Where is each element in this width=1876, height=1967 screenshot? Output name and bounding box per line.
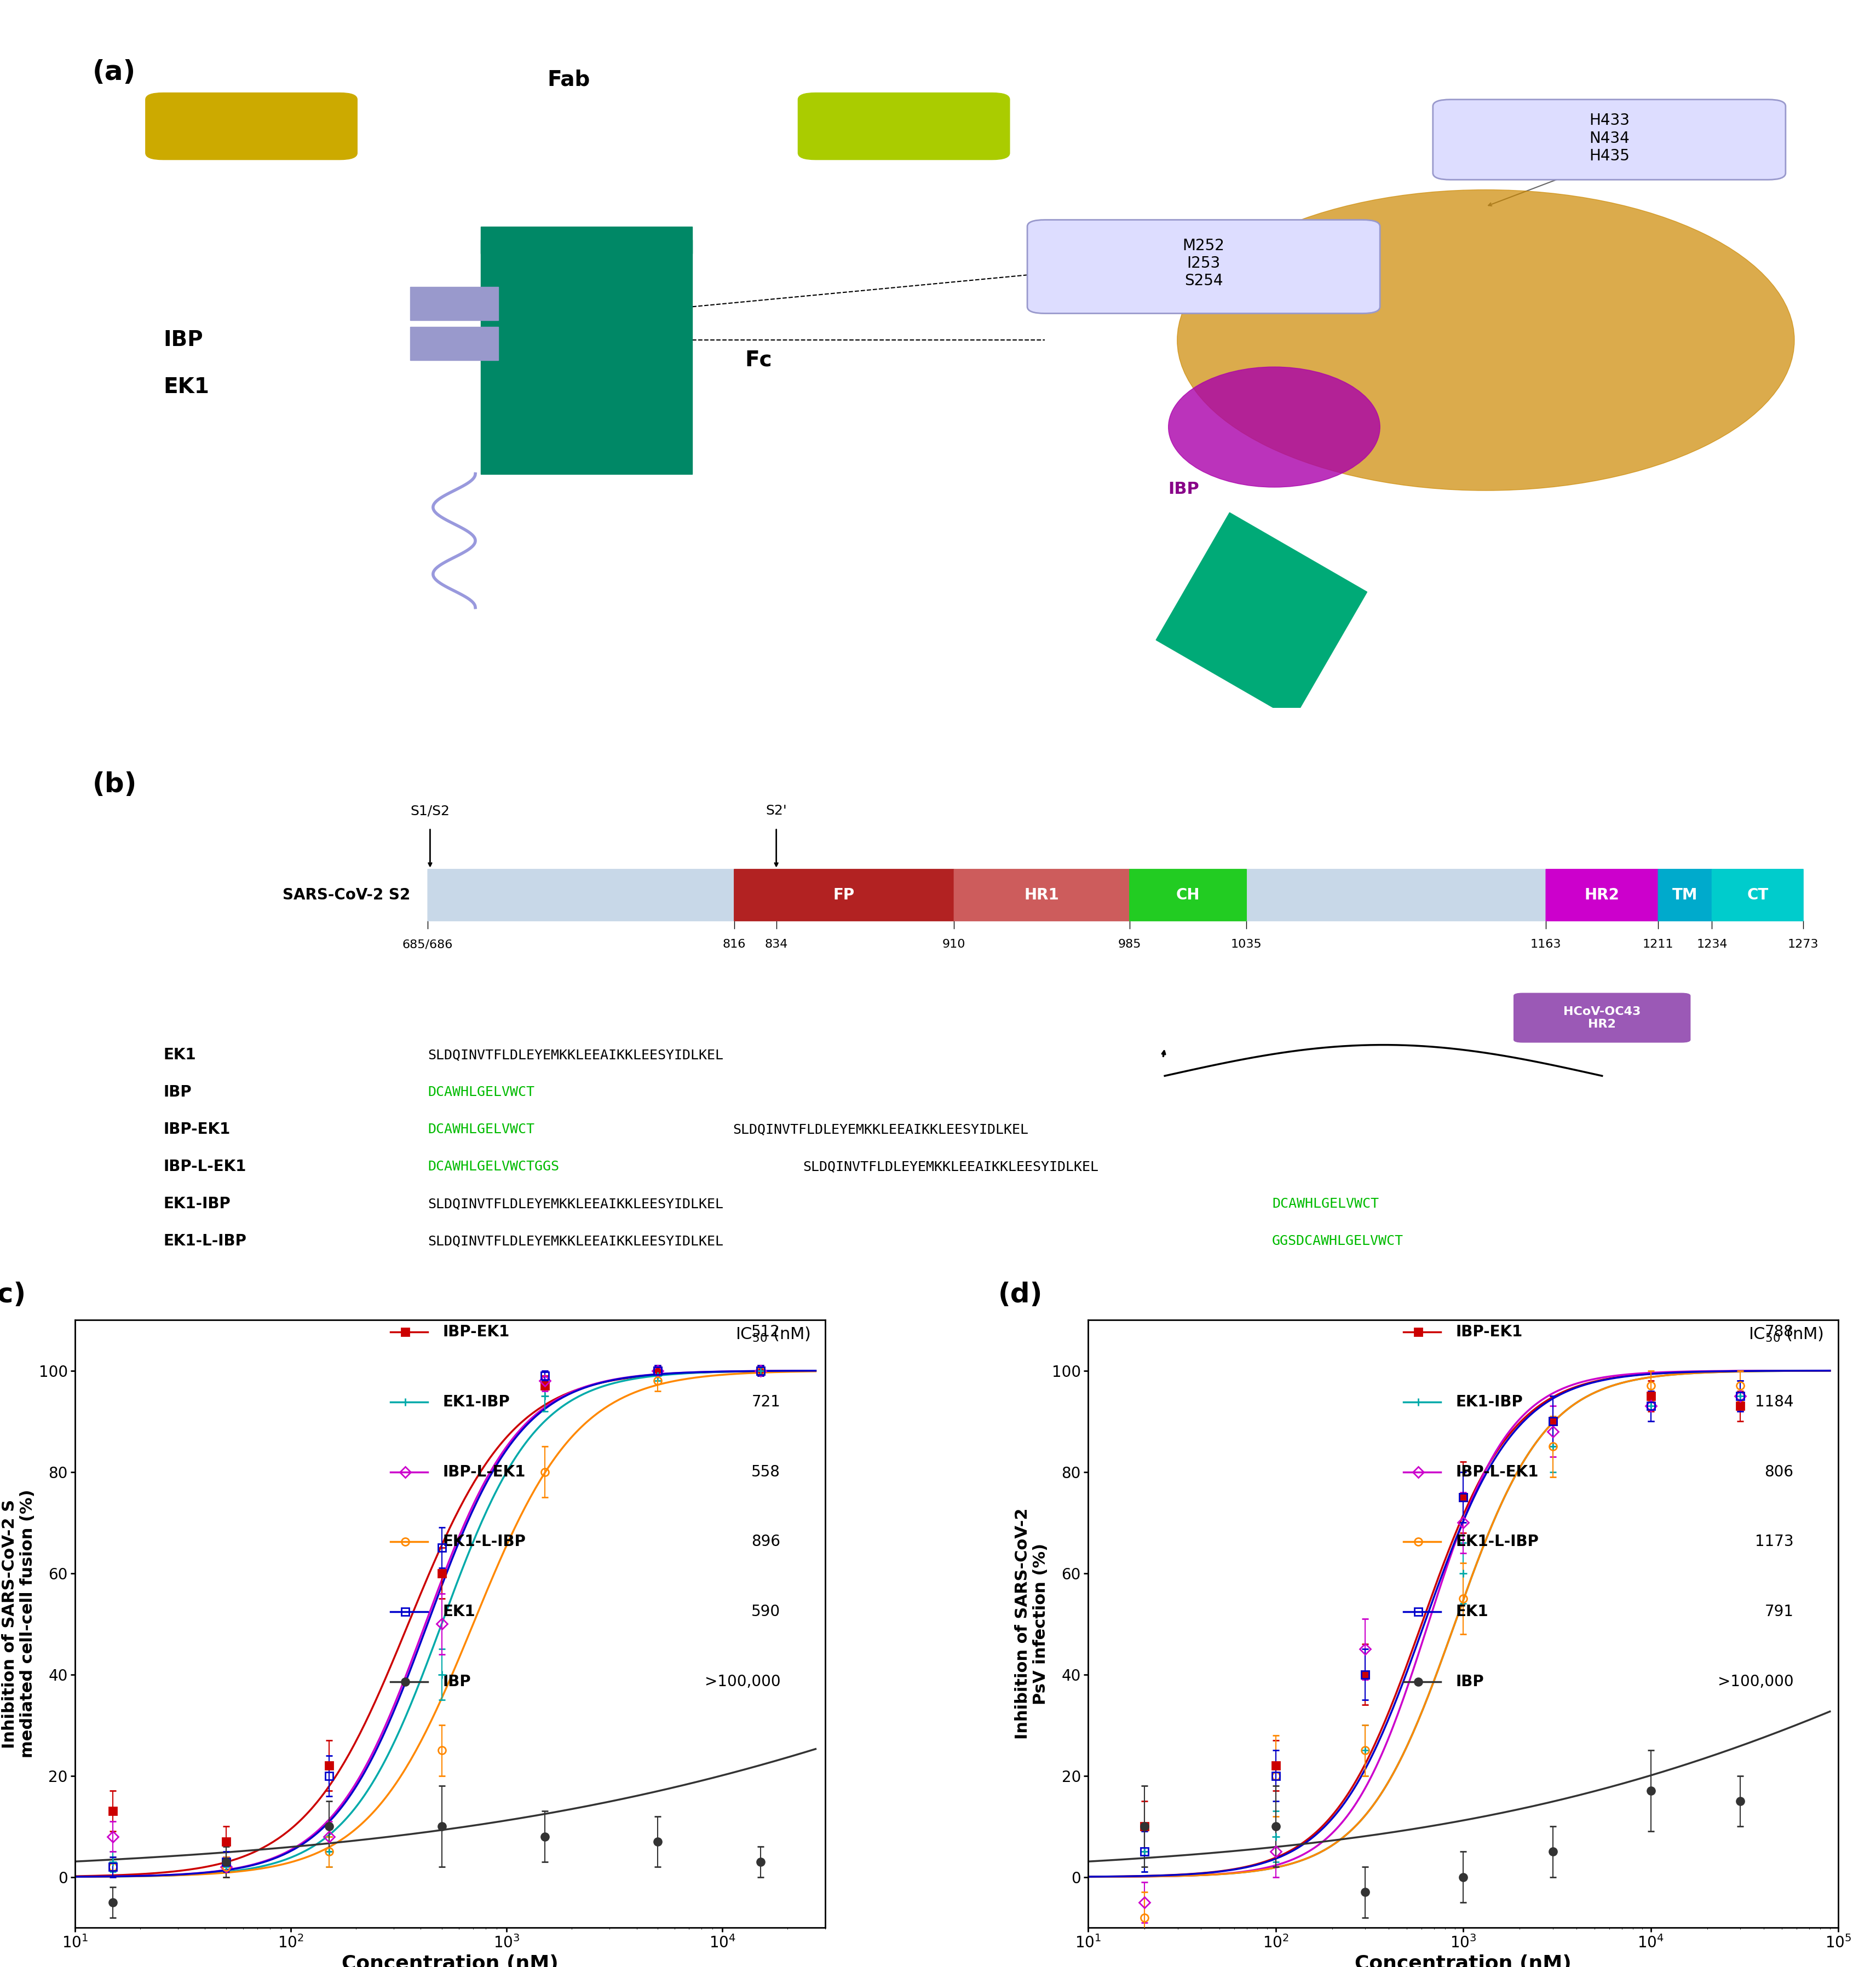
Text: 1184: 1184	[1754, 1395, 1793, 1410]
Text: IBP: IBP	[163, 330, 203, 350]
FancyBboxPatch shape	[1028, 220, 1381, 313]
Text: IBP: IBP	[163, 1084, 191, 1100]
Text: IBP-L-EK1: IBP-L-EK1	[163, 1159, 246, 1174]
Text: >100,000: >100,000	[705, 1674, 780, 1690]
Text: (c): (c)	[0, 1282, 26, 1308]
Text: 1163: 1163	[1531, 938, 1561, 950]
Text: IBP-L-EK1: IBP-L-EK1	[1456, 1463, 1538, 1479]
Text: M252
I253
S254: M252 I253 S254	[1182, 238, 1225, 289]
Text: (a): (a)	[92, 59, 137, 87]
Bar	[480, 240, 692, 474]
FancyBboxPatch shape	[797, 92, 1009, 159]
FancyBboxPatch shape	[146, 92, 356, 159]
FancyBboxPatch shape	[1546, 869, 1658, 921]
Bar	[411, 327, 499, 360]
Text: 816: 816	[722, 938, 747, 950]
Text: 1173: 1173	[1754, 1534, 1793, 1550]
Text: 721: 721	[752, 1395, 780, 1410]
FancyBboxPatch shape	[1658, 869, 1713, 921]
Text: TM: TM	[1672, 887, 1698, 903]
Text: GGSDCAWHLGELVWCT: GGSDCAWHLGELVWCT	[1272, 1235, 1403, 1247]
Y-axis label: Inhibition of SARS-CoV-2 S
mediated cell-cell fusion (%): Inhibition of SARS-CoV-2 S mediated cell…	[2, 1489, 36, 1758]
Text: EK1-L-IBP: EK1-L-IBP	[1456, 1534, 1538, 1550]
Text: SARS-CoV-2 S2: SARS-CoV-2 S2	[283, 887, 411, 903]
FancyBboxPatch shape	[1713, 869, 1803, 921]
Text: SLDQINVTFLDLEYEMKKLEEAIKKLEESYIDLKEL: SLDQINVTFLDLEYEMKKLEEAIKKLEESYIDLKEL	[428, 1198, 724, 1210]
Text: IBP-EK1: IBP-EK1	[163, 1121, 231, 1137]
Text: IBP: IBP	[443, 1674, 471, 1690]
Text: DCAWHLGELVWCT: DCAWHLGELVWCT	[1272, 1198, 1379, 1210]
Text: EK1-IBP: EK1-IBP	[443, 1395, 510, 1410]
Text: IC$_{50}$ (nM): IC$_{50}$ (nM)	[735, 1326, 810, 1343]
Text: 806: 806	[1765, 1463, 1793, 1479]
Bar	[480, 226, 692, 254]
Text: 788: 788	[1765, 1324, 1793, 1340]
Bar	[1156, 513, 1368, 720]
Ellipse shape	[1169, 368, 1381, 488]
Text: EK1-IBP: EK1-IBP	[1456, 1395, 1523, 1410]
Text: 896: 896	[752, 1534, 780, 1550]
Text: 834: 834	[765, 938, 788, 950]
Text: Fc: Fc	[745, 350, 773, 370]
Text: (d): (d)	[998, 1282, 1043, 1308]
Text: 1035: 1035	[1231, 938, 1263, 950]
FancyBboxPatch shape	[734, 869, 955, 921]
Text: 1234: 1234	[1696, 938, 1728, 950]
Text: IBP-EK1: IBP-EK1	[443, 1324, 510, 1340]
Text: S1/S2: S1/S2	[411, 805, 450, 818]
Text: IBP: IBP	[1169, 482, 1199, 498]
Y-axis label: Inhibition of SARS-CoV-2
PsV infection (%): Inhibition of SARS-CoV-2 PsV infection (…	[1015, 1509, 1049, 1739]
Text: DCAWHLGELVWCTGGS: DCAWHLGELVWCTGGS	[428, 1161, 559, 1174]
X-axis label: Concentration (nM): Concentration (nM)	[1354, 1955, 1572, 1967]
Text: EK1-L-IBP: EK1-L-IBP	[163, 1233, 246, 1249]
X-axis label: Concentration (nM): Concentration (nM)	[341, 1955, 559, 1967]
Text: 512: 512	[752, 1324, 780, 1340]
Text: 1211: 1211	[1643, 938, 1673, 950]
Text: IC$_{50}$ (nM): IC$_{50}$ (nM)	[1748, 1326, 1823, 1343]
Ellipse shape	[1178, 189, 1795, 490]
Text: EK1: EK1	[1456, 1603, 1488, 1619]
FancyBboxPatch shape	[428, 869, 1803, 921]
Text: 558: 558	[752, 1463, 780, 1479]
Text: HR1: HR1	[1024, 887, 1060, 903]
Text: EK1-L-IBP: EK1-L-IBP	[443, 1534, 525, 1550]
Text: (b): (b)	[92, 771, 137, 797]
Text: S2': S2'	[765, 805, 786, 818]
Text: Fab: Fab	[548, 69, 591, 90]
Text: SLDQINVTFLDLEYEMKKLEEAIKKLEESYIDLKEL: SLDQINVTFLDLEYEMKKLEEAIKKLEESYIDLKEL	[803, 1161, 1099, 1174]
Text: SLDQINVTFLDLEYEMKKLEEAIKKLEESYIDLKEL: SLDQINVTFLDLEYEMKKLEEAIKKLEESYIDLKEL	[428, 1235, 724, 1247]
Text: IBP-EK1: IBP-EK1	[1456, 1324, 1523, 1340]
Text: SLDQINVTFLDLEYEMKKLEEAIKKLEESYIDLKEL: SLDQINVTFLDLEYEMKKLEEAIKKLEESYIDLKEL	[428, 1048, 724, 1062]
Text: HCoV-OC43
HR2: HCoV-OC43 HR2	[1563, 1007, 1642, 1031]
Text: CT: CT	[1747, 887, 1769, 903]
Text: 590: 590	[750, 1603, 780, 1619]
FancyBboxPatch shape	[1129, 869, 1246, 921]
Text: SLDQINVTFLDLEYEMKKLEEAIKKLEESYIDLKEL: SLDQINVTFLDLEYEMKKLEEAIKKLEESYIDLKEL	[734, 1123, 1028, 1137]
Text: EK1-IBP: EK1-IBP	[163, 1196, 231, 1212]
Text: EK1: EK1	[163, 1048, 195, 1062]
FancyBboxPatch shape	[955, 869, 1129, 921]
Text: 1273: 1273	[1788, 938, 1818, 950]
Text: >100,000: >100,000	[1718, 1674, 1793, 1690]
FancyBboxPatch shape	[1433, 100, 1786, 179]
Text: H433
N434
H435: H433 N434 H435	[1589, 112, 1630, 163]
Text: CH: CH	[1176, 887, 1201, 903]
Text: DCAWHLGELVWCT: DCAWHLGELVWCT	[428, 1086, 535, 1100]
Text: FP: FP	[833, 887, 855, 903]
Text: EK1: EK1	[163, 376, 208, 397]
Text: IBP-L-EK1: IBP-L-EK1	[443, 1463, 525, 1479]
Text: HR2: HR2	[1585, 887, 1619, 903]
Text: IBP: IBP	[1456, 1674, 1484, 1690]
Text: 910: 910	[942, 938, 966, 950]
Text: 791: 791	[1765, 1603, 1793, 1619]
FancyBboxPatch shape	[1514, 993, 1690, 1043]
Text: EK1: EK1	[443, 1603, 475, 1619]
Text: 985: 985	[1118, 938, 1141, 950]
Text: DCAWHLGELVWCT: DCAWHLGELVWCT	[428, 1123, 535, 1137]
Bar	[411, 287, 499, 321]
Text: 685/686: 685/686	[403, 938, 452, 950]
